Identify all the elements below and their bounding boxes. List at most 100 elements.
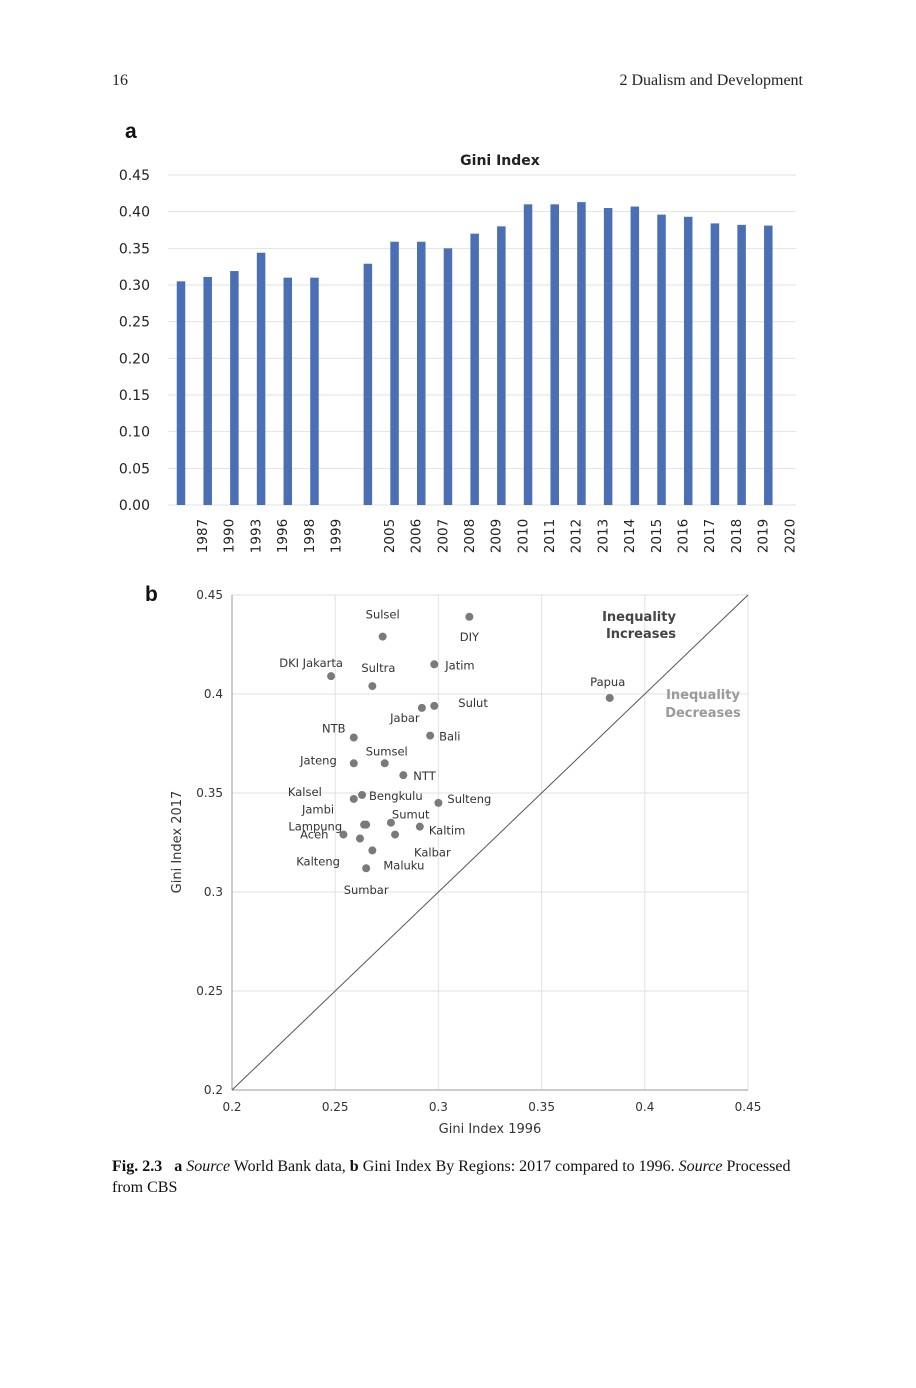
caption-b-letter: b xyxy=(349,1158,359,1175)
point-label: Sulut xyxy=(458,696,488,710)
point-label: Bengkulu xyxy=(369,789,423,803)
caption-a-letter: a xyxy=(174,1158,183,1175)
y-tick-label: 0.10 xyxy=(119,425,150,441)
point-label: Jatim xyxy=(444,658,474,672)
x-tick-label: 1999 xyxy=(328,519,344,553)
point-label: Bali xyxy=(439,730,460,744)
scatter-point xyxy=(349,794,358,803)
x-tick-label: 2010 xyxy=(515,519,531,553)
x-tick-label: 1996 xyxy=(275,519,291,553)
y-tick-label: 0.45 xyxy=(119,168,150,184)
point-label: Jabar xyxy=(389,711,420,725)
x-tick-label: 2008 xyxy=(462,519,478,553)
running-header: 2 Dualism and Development xyxy=(619,72,803,89)
scatter-point xyxy=(368,846,377,855)
scatter-point xyxy=(605,693,614,702)
bar xyxy=(203,276,212,505)
panel-a-label: a xyxy=(125,120,137,143)
scatter-point xyxy=(465,612,474,621)
scatter-point xyxy=(430,660,439,669)
scatter-point xyxy=(349,733,358,742)
x-tick-label: 1998 xyxy=(302,519,318,553)
y-tick-label: 0.35 xyxy=(119,241,150,257)
point-label: Sumut xyxy=(392,808,430,822)
bar xyxy=(470,233,479,505)
x-tick-label: 0.4 xyxy=(635,1100,654,1114)
scatter-point xyxy=(380,759,389,768)
x-tick-label: 1993 xyxy=(248,519,264,553)
y-tick-label: 0.25 xyxy=(196,984,223,998)
scatter-point xyxy=(362,864,371,873)
bar xyxy=(657,214,666,505)
x-tick-label: 2018 xyxy=(729,519,745,553)
scatter-point xyxy=(349,759,358,768)
x-tick-label: 0.2 xyxy=(222,1100,241,1114)
scatter-point xyxy=(339,830,348,839)
bar xyxy=(683,216,693,506)
x-tick-label: 2005 xyxy=(382,519,398,553)
x-axis-title: Gini Index 1996 xyxy=(439,1122,542,1137)
y-tick-label: 0.40 xyxy=(119,205,150,221)
y-tick-label: 0.15 xyxy=(119,388,150,404)
point-label: Jateng xyxy=(299,753,337,767)
scatter-point xyxy=(430,701,439,710)
y-tick-label: 0.4 xyxy=(204,687,223,701)
bar xyxy=(283,277,293,505)
point-label: Papua xyxy=(590,675,625,689)
bar xyxy=(443,248,453,506)
figure-caption: Fig. 2.3 a Source World Bank data, b Gin… xyxy=(112,1156,802,1198)
scatter-point xyxy=(327,672,336,681)
x-tick-label: 0.45 xyxy=(735,1100,762,1114)
bar xyxy=(577,202,586,505)
caption-b-source: Source xyxy=(678,1158,723,1175)
y-tick-label: 0.00 xyxy=(119,498,150,514)
y-tick-label: 0.35 xyxy=(196,786,223,800)
x-tick-label: 2011 xyxy=(542,519,558,553)
point-label: Lampung xyxy=(288,820,342,834)
scatter-point xyxy=(399,771,408,780)
scatter-point xyxy=(355,834,364,843)
bar xyxy=(417,241,426,505)
caption-label: Fig. 2.3 xyxy=(112,1158,163,1175)
point-label: Kalsel xyxy=(288,785,322,799)
point-label: Sulsel xyxy=(366,608,400,622)
y-tick-label: 0.20 xyxy=(119,351,150,367)
point-label: Maluku xyxy=(383,858,424,872)
scatter-point xyxy=(362,820,371,829)
scatter-point xyxy=(417,703,426,712)
point-label: Aceh xyxy=(300,828,328,842)
bar xyxy=(764,225,773,505)
y-axis-title: Gini Index 2017 xyxy=(170,791,185,894)
point-label: Sumsel xyxy=(366,744,408,758)
x-tick-label: 2016 xyxy=(676,519,692,553)
scatter-point xyxy=(415,822,424,831)
x-tick-label: 0.25 xyxy=(322,1100,349,1114)
point-label: Kalteng xyxy=(296,855,340,869)
scatter-point xyxy=(378,632,387,641)
x-tick-label: 0.3 xyxy=(429,1100,448,1114)
gini-regions-scatter-chart: 0.2 0.25 0.3 0.35 0.4 0.45 0.45 0.4 0.35 0.3 0.25 0… xyxy=(170,588,762,1137)
bar xyxy=(230,271,239,505)
y-tick-label: 0.25 xyxy=(119,315,150,331)
x-tick-label: 0.35 xyxy=(528,1100,555,1114)
scatter-point xyxy=(426,731,435,740)
scatter-point xyxy=(434,798,443,807)
scatter-point xyxy=(391,830,400,839)
y-tick-label: 0.45 xyxy=(196,588,223,602)
caption-b-text: Gini Index By Regions: 2017 compared to … xyxy=(362,1158,675,1175)
scatter-point xyxy=(386,818,395,827)
point-label: NTB xyxy=(322,722,346,736)
x-tick-label: 2013 xyxy=(595,519,611,553)
y-tick-label: 0.2 xyxy=(204,1083,223,1097)
caption-a-text: World Bank data, xyxy=(233,1158,346,1175)
x-tick-label: 2019 xyxy=(756,519,772,553)
point-label: DKI Jakarta xyxy=(279,656,343,670)
bar xyxy=(497,226,506,506)
x-tick-label: 2009 xyxy=(489,519,505,553)
scatter-point xyxy=(358,790,367,799)
annotation-increases-line2: Increases xyxy=(606,627,676,642)
x-tick-label: 2015 xyxy=(649,519,665,553)
x-tick-label: 2020 xyxy=(782,519,798,553)
scatter-point xyxy=(368,682,377,691)
